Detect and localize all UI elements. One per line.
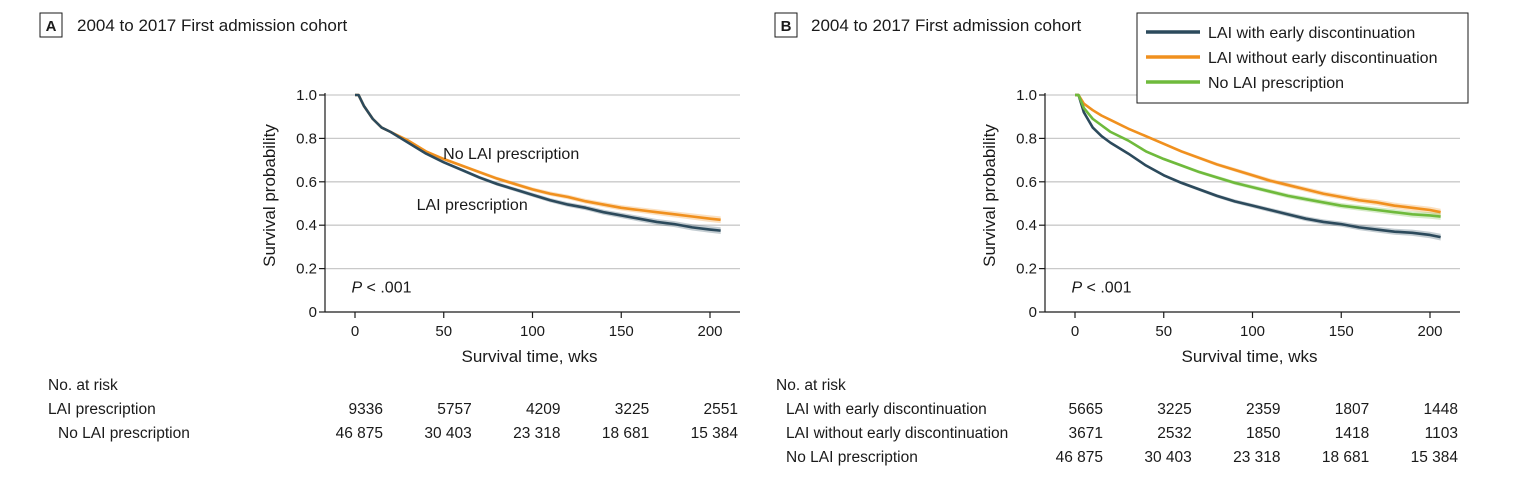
panel-a-p-value: P < .001 <box>351 279 411 296</box>
panel-a-label-no-lai: No LAI prescription <box>443 146 579 163</box>
panel-b-risk-value: 1103 <box>1425 425 1458 442</box>
panel-a-y-tick-label: 0.8 <box>296 130 317 147</box>
panel-b-x-tick-label: 150 <box>1329 323 1354 340</box>
panel-b-risk-value: 1448 <box>1424 401 1458 418</box>
panel-a-y-tick-label: 1.0 <box>296 87 317 104</box>
panel-b-risk-table: No. at risk LAI with early discontinuati… <box>776 377 1458 466</box>
panel-b-risk-value: 5665 <box>1069 401 1103 418</box>
panel-a-gridlines <box>325 94 740 270</box>
panel-a-y-tick-label: 0.2 <box>296 261 317 278</box>
panel-b-risk-row-label-early: LAI with early discontinuation <box>786 401 987 418</box>
panel-a-risk-value: 4209 <box>526 401 560 418</box>
panel-b-y-tick-label: 0.8 <box>1016 130 1037 147</box>
panel-a-title: 2004 to 2017 First admission cohort <box>77 16 348 35</box>
panel-a-label-lai: LAI prescription <box>417 197 528 214</box>
panel-b-y-tick-label: 0.6 <box>1016 174 1037 191</box>
panel-b-y-tick-label: 1.0 <box>1016 87 1037 104</box>
panel-b-p-value: P < .001 <box>1071 279 1131 296</box>
panel-a-x-tick-label: 150 <box>609 323 634 340</box>
legend-label-without-early-discontinuation: LAI without early discontinuation <box>1208 50 1437 67</box>
panel-b-y-axis-title: Survival probability <box>980 124 999 267</box>
panel-b-risk-row-label-no-lai: No LAI prescription <box>786 449 918 466</box>
legend-label-no-lai: No LAI prescription <box>1208 75 1344 92</box>
panel-b-risk-value: 2532 <box>1157 425 1191 442</box>
panel-a-risk-values: 9336 5757 4209 3225 2551 46 875 30 403 23 318 18… <box>336 401 739 442</box>
panel-a-risk-value: 23 318 <box>513 425 560 442</box>
panel-a-p-letter: P <box>351 279 362 296</box>
panel-b-x-tick-label: 0 <box>1071 323 1079 340</box>
panel-a-y-tick-label: 0.4 <box>296 217 317 234</box>
panel-b-x-tick-label: 50 <box>1155 323 1172 340</box>
panel-a-risk-value: 3225 <box>615 401 649 418</box>
panel-a-risk-value: 2551 <box>704 401 738 418</box>
panel-b-series <box>1075 93 1441 241</box>
panel-a-axes: 0 0.2 0.4 0.6 0.8 1.0 0 50 100 150 200 <box>296 87 740 340</box>
panel-b-risk-value: 2359 <box>1246 401 1280 418</box>
panel-b-risk-value: 3225 <box>1157 401 1191 418</box>
panel-b-header: B 2004 to 2017 First admission cohort <box>774 12 1082 38</box>
panel-b-p-letter: P <box>1071 279 1082 296</box>
panel-b-series-line-0 <box>1075 93 1441 239</box>
panel-a-series-line-1 <box>355 93 721 232</box>
panel-a-x-axis-title: Survival time, wks <box>461 347 597 366</box>
panel-b-y-tick-label: 0.2 <box>1016 261 1037 278</box>
panel-b-risk-value: 1807 <box>1335 401 1369 418</box>
panel-b-x-tick-label: 100 <box>1240 323 1265 340</box>
panel-b-legend: LAI with early discontinuation LAI witho… <box>1136 12 1469 104</box>
panel-a-p-number: < .001 <box>362 279 411 296</box>
panel-b-series-line-1 <box>1075 93 1441 214</box>
panel-a-risk-value: 30 403 <box>424 425 471 442</box>
panel-b-letter: B <box>781 18 792 35</box>
panel-a-letter-box <box>39 12 63 38</box>
panel-b-gridlines <box>1045 94 1460 270</box>
panel-a-x-tick-label: 50 <box>435 323 452 340</box>
panel-b-risk-value: 18 681 <box>1322 449 1369 466</box>
panel-a: A 2004 to 2017 First admission cohort 00… <box>39 12 740 442</box>
panel-b-x-axis-title: Survival time, wks <box>1181 347 1317 366</box>
panel-b-risk-header: No. at risk <box>776 377 846 394</box>
panel-a-y-tick-label: 0.6 <box>296 174 317 191</box>
panel-a-x-tick-label: 200 <box>697 323 722 340</box>
panel-a-letter: A <box>46 18 57 35</box>
panel-a-y-tick-label: 0 <box>309 304 317 321</box>
panel-a-risk-value: 46 875 <box>336 425 383 442</box>
panel-b-risk-value: 15 384 <box>1411 449 1459 466</box>
panel-b-risk-value: 3671 <box>1069 425 1103 442</box>
panel-a-risk-header: No. at risk <box>48 377 118 394</box>
panel-b-risk-value: 23 318 <box>1233 449 1280 466</box>
panel-a-x-tick-label: 100 <box>520 323 545 340</box>
panel-b-y-tick-label: 0.4 <box>1016 217 1037 234</box>
panel-a-risk-value: 9336 <box>349 401 383 418</box>
panel-b-ci-band-2 <box>1075 94 1441 220</box>
panel-a-risk-value: 5757 <box>437 401 471 418</box>
panel-b-y-tick-label: 0 <box>1029 304 1037 321</box>
panel-b-risk-value: 30 403 <box>1144 449 1191 466</box>
panel-b-risk-values: 5665 3225 2359 1807 1448 3671 2532 1850 1418 1103… <box>1056 401 1459 466</box>
panel-a-x-tick-label: 0 <box>351 323 359 340</box>
panel-a-series <box>355 93 721 235</box>
panel-a-risk-row-label-lai: LAI prescription <box>48 401 156 418</box>
panel-b-risk-row-label-without-early: LAI without early discontinuation <box>786 425 1008 442</box>
panel-a-header: A 2004 to 2017 First admission cohort <box>39 12 348 38</box>
panel-b-risk-value: 46 875 <box>1056 449 1103 466</box>
panel-b-series-line-2 <box>1075 93 1441 218</box>
panel-a-risk-table: No. at risk LAI prescription No LAI pres… <box>48 377 738 442</box>
panel-b-p-number: < .001 <box>1082 279 1131 296</box>
panel-b-risk-value: 1418 <box>1335 425 1369 442</box>
panel-b-x-tick-label: 200 <box>1417 323 1442 340</box>
panel-b-ci-band-0 <box>1075 94 1441 241</box>
panel-a-risk-value: 15 384 <box>691 425 739 442</box>
panel-b: B 2004 to 2017 First admission cohort 00… <box>774 12 1469 466</box>
panel-b-title: 2004 to 2017 First admission cohort <box>811 16 1082 35</box>
panel-a-y-axis-title: Survival probability <box>260 124 279 267</box>
panel-b-axes: 0 0.2 0.4 0.6 0.8 1.0 0 50 100 150 200 <box>1016 87 1460 340</box>
legend-label-early-discontinuation: LAI with early discontinuation <box>1208 25 1415 42</box>
panel-b-risk-value: 1850 <box>1246 425 1281 442</box>
panel-b-letter-box <box>774 12 798 38</box>
panel-a-risk-value: 18 681 <box>602 425 649 442</box>
panel-a-risk-row-label-no-lai: No LAI prescription <box>58 425 190 442</box>
